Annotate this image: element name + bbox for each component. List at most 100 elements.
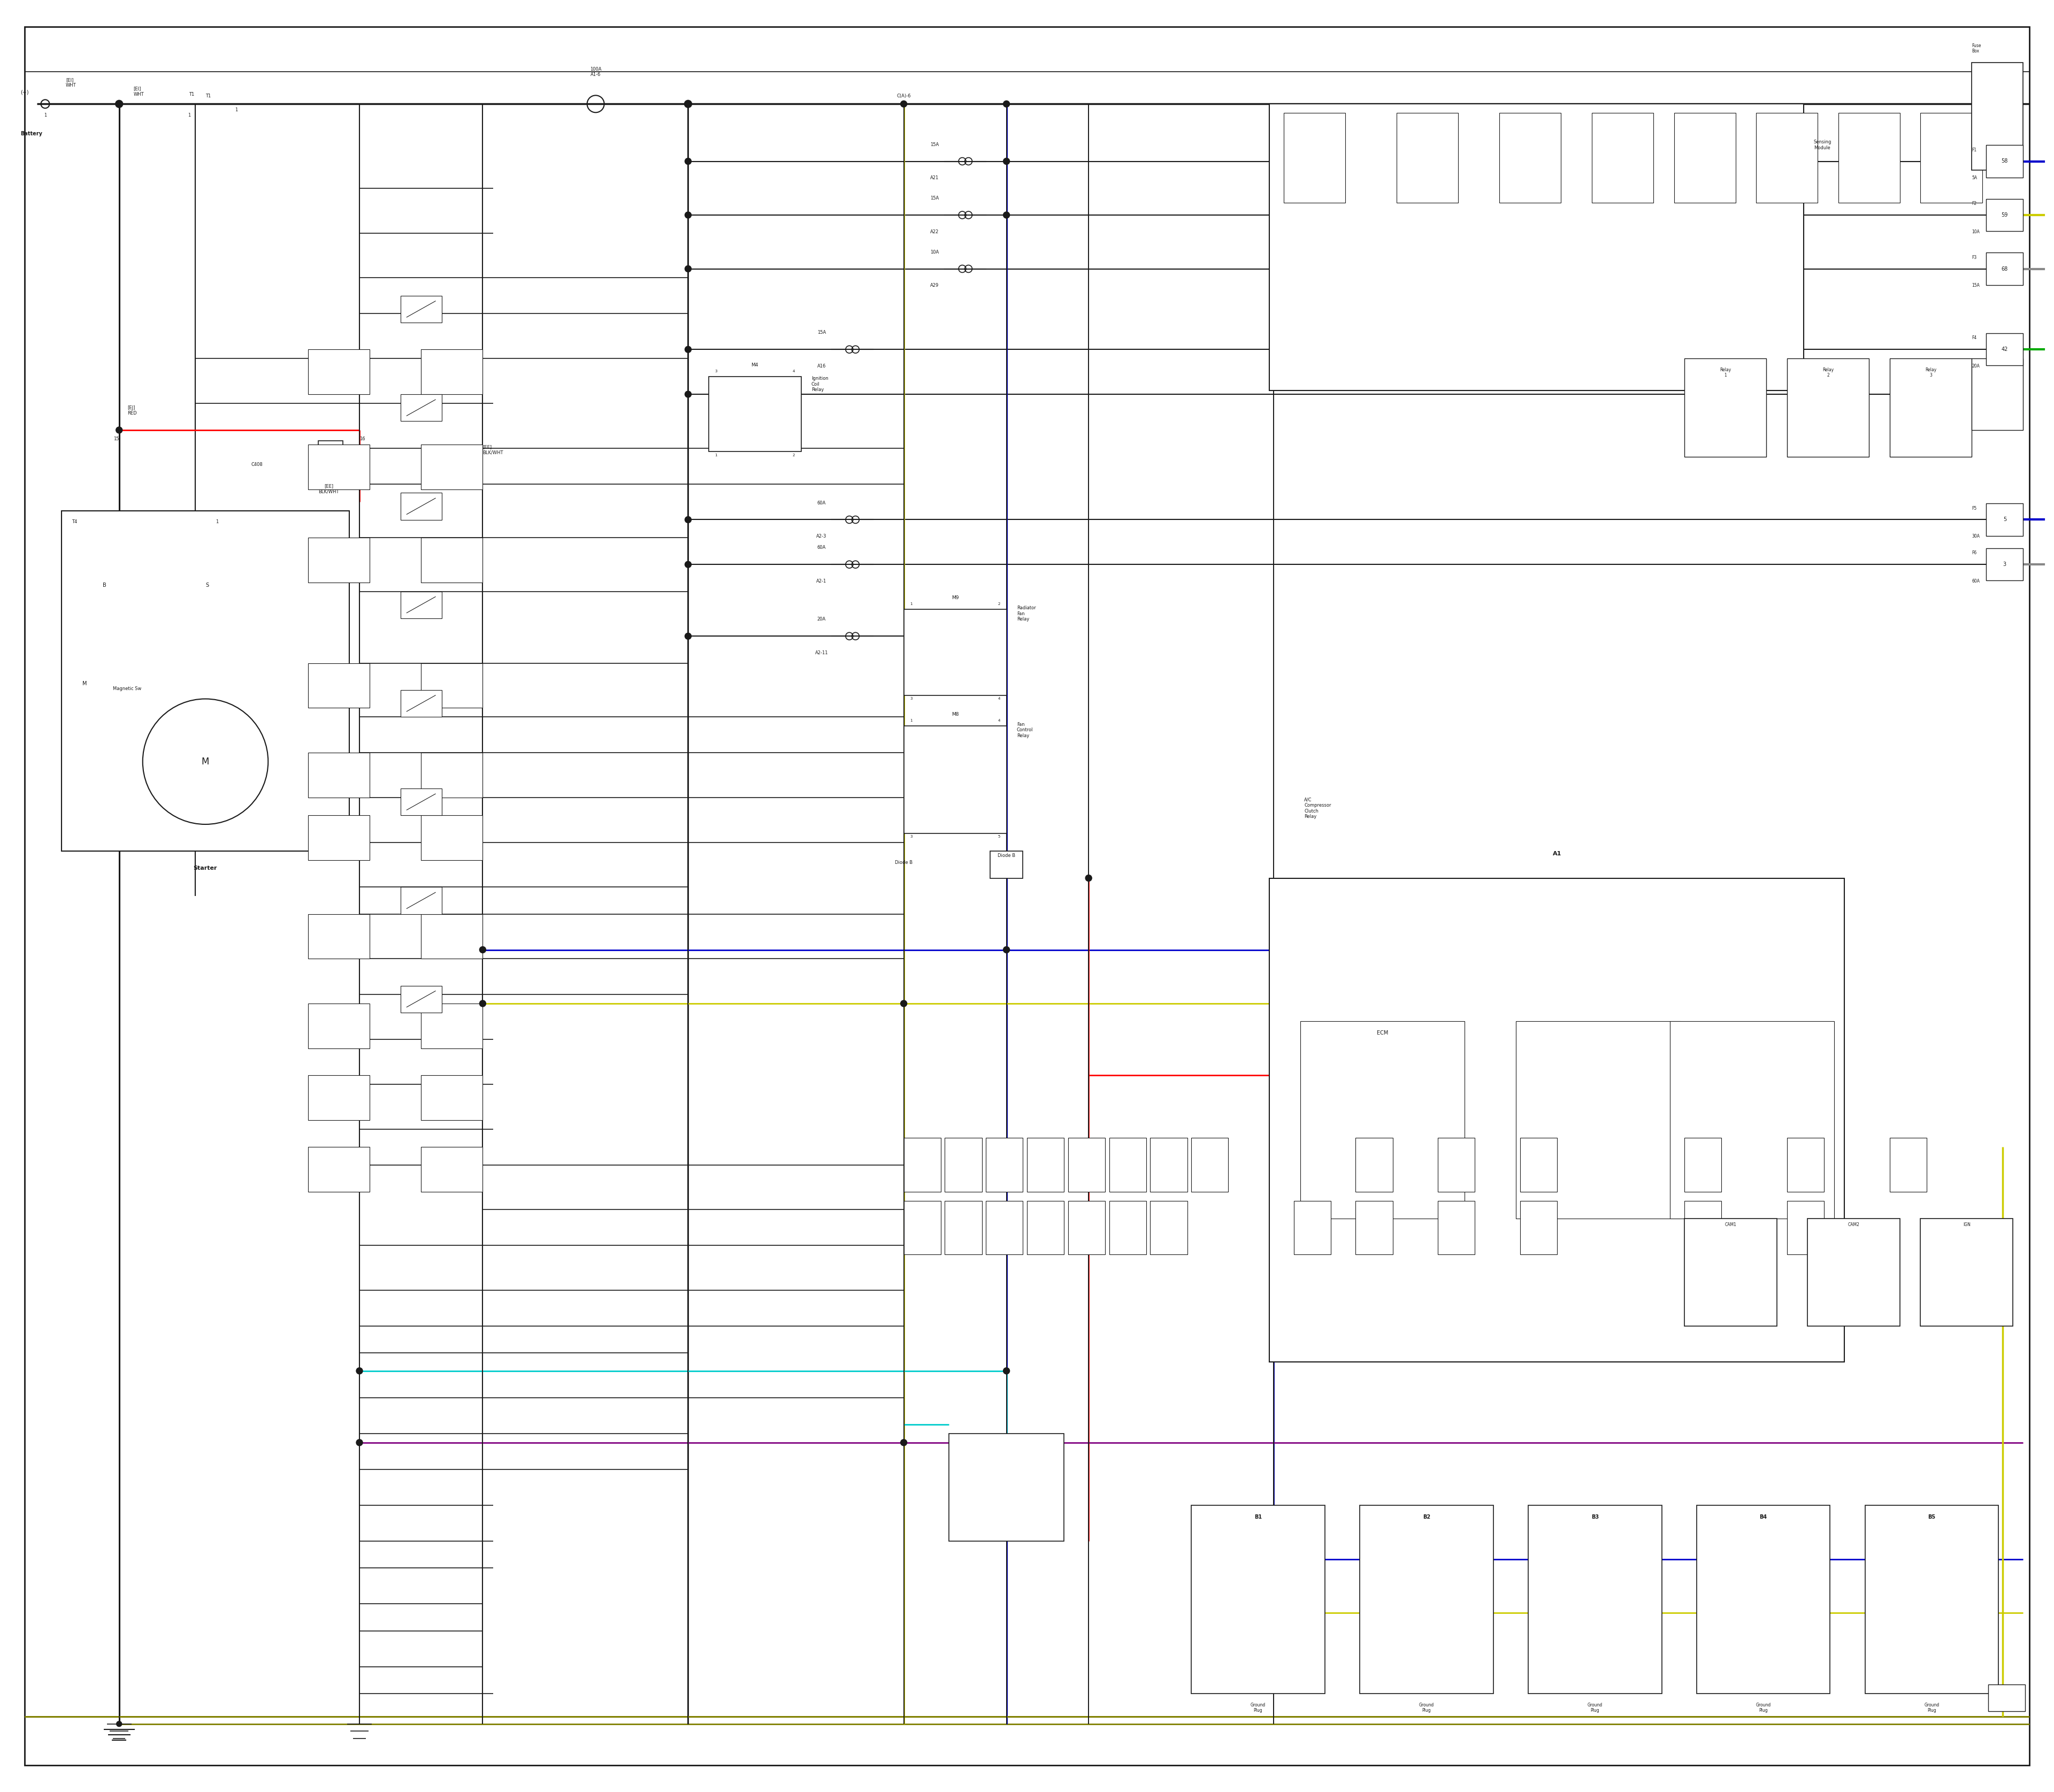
Text: Ground
Plug: Ground Plug [1251, 1702, 1265, 1713]
Text: F1: F1 [1972, 147, 1976, 152]
Circle shape [684, 633, 692, 640]
Bar [986, 1201, 1023, 1254]
Bar [1027, 1201, 1064, 1254]
Bar [1986, 548, 2023, 581]
Bar [1516, 1021, 1680, 1219]
Bar [1972, 63, 2023, 170]
Circle shape [479, 946, 487, 953]
Text: M9: M9 [951, 595, 959, 600]
Text: T4: T4 [72, 520, 78, 525]
Bar [709, 376, 801, 452]
Circle shape [479, 1000, 487, 1007]
Bar [1684, 1138, 1721, 1192]
Bar [62, 511, 349, 851]
Bar [1356, 1138, 1393, 1192]
Bar [308, 663, 370, 708]
Text: 10A: 10A [930, 249, 939, 254]
Text: 60A: 60A [817, 500, 826, 505]
Text: A22: A22 [930, 229, 939, 235]
Bar [1838, 113, 1900, 202]
Text: A2-11: A2-11 [815, 650, 828, 656]
Bar [1890, 1138, 1927, 1192]
Bar [1191, 1138, 1228, 1192]
Text: C408: C408 [251, 462, 263, 468]
Bar [1300, 1021, 1465, 1219]
Text: [EI]
WHT: [EI] WHT [134, 86, 144, 97]
Circle shape [1002, 100, 1011, 108]
Bar [401, 788, 442, 815]
Text: B: B [103, 582, 107, 588]
Text: B2: B2 [1423, 1514, 1430, 1520]
Text: 15A: 15A [930, 195, 939, 201]
Circle shape [684, 561, 692, 568]
Text: 1: 1 [910, 719, 912, 722]
Bar [990, 851, 1023, 878]
Bar [1920, 113, 1982, 202]
Text: 100A
A1-6: 100A A1-6 [589, 66, 602, 77]
Circle shape [684, 391, 692, 398]
Bar [308, 753, 370, 797]
Circle shape [1002, 1367, 1011, 1374]
Bar [421, 1075, 483, 1120]
Text: 42: 42 [2001, 348, 2009, 351]
Bar [1068, 1138, 1105, 1192]
Bar [1972, 358, 2023, 430]
Text: Ground
Plug: Ground Plug [1925, 1702, 1939, 1713]
Bar [1787, 358, 1869, 457]
Text: B1: B1 [1255, 1514, 1261, 1520]
Bar [401, 986, 442, 1012]
Text: Fuse
Box: Fuse Box [1972, 43, 1982, 54]
Bar [1438, 1138, 1475, 1192]
Circle shape [355, 1439, 364, 1446]
Circle shape [900, 1000, 908, 1007]
Text: A2-3: A2-3 [815, 534, 828, 539]
Text: 2: 2 [793, 453, 795, 457]
Bar [1397, 113, 1458, 202]
Bar [421, 538, 483, 582]
Bar [308, 349, 370, 394]
Text: 1: 1 [234, 108, 238, 113]
Circle shape [900, 100, 908, 108]
Text: Fan
Control
Relay: Fan Control Relay [1017, 722, 1033, 738]
Bar [904, 1201, 941, 1254]
Bar [308, 444, 370, 489]
Bar [1756, 113, 1818, 202]
Text: 1: 1 [715, 453, 717, 457]
Bar [421, 444, 483, 489]
Bar [1356, 1201, 1393, 1254]
Text: A29: A29 [930, 283, 939, 289]
Text: B3: B3 [1592, 1514, 1598, 1520]
Text: 4: 4 [998, 697, 1000, 701]
Text: 5: 5 [998, 835, 1000, 839]
Text: F3: F3 [1972, 254, 1976, 260]
Text: 15A: 15A [930, 142, 939, 147]
Circle shape [684, 346, 692, 353]
Text: A16: A16 [817, 364, 826, 369]
Text: 3: 3 [2003, 563, 2007, 566]
Text: F5: F5 [1972, 505, 1976, 511]
Text: 3: 3 [910, 697, 912, 701]
Text: CAM1: CAM1 [1725, 1222, 1736, 1228]
Bar [1360, 1505, 1493, 1693]
Circle shape [1002, 211, 1011, 219]
Text: 15: 15 [113, 437, 119, 441]
Bar [401, 493, 442, 520]
Text: A21: A21 [930, 176, 939, 181]
Bar [421, 815, 483, 860]
Text: M8: M8 [951, 711, 959, 717]
Text: Ignition
Coil
Relay: Ignition Coil Relay [811, 376, 828, 392]
Circle shape [900, 1439, 908, 1446]
Bar [421, 349, 483, 394]
Bar [1191, 1505, 1325, 1693]
Text: IGN: IGN [1964, 1222, 1970, 1228]
Bar [945, 1201, 982, 1254]
Bar [1787, 1201, 1824, 1254]
Circle shape [1085, 874, 1093, 882]
Text: B5: B5 [1929, 1514, 1935, 1520]
Text: 15A: 15A [817, 330, 826, 335]
Bar [401, 394, 442, 421]
Text: Sensing
Module: Sensing Module [1814, 140, 1832, 151]
Text: Starter: Starter [193, 866, 218, 871]
Bar [986, 1138, 1023, 1192]
Text: 20A: 20A [1972, 364, 1980, 369]
